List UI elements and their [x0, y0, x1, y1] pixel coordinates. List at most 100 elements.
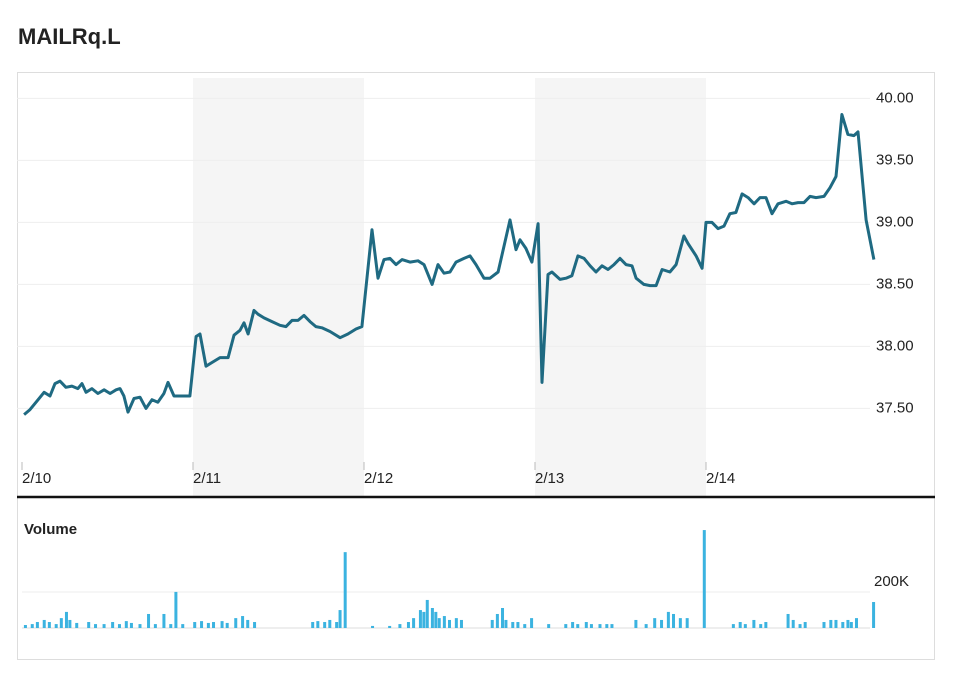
volume-bar — [530, 618, 534, 628]
volume-bar — [547, 624, 551, 628]
volume-bar — [200, 621, 204, 628]
volume-bar — [803, 622, 807, 628]
volume-bar — [234, 618, 238, 628]
volume-bar — [418, 610, 422, 628]
volume-bar — [59, 618, 63, 628]
volume-bar — [30, 624, 34, 628]
y-tick-label: 37.50 — [876, 399, 914, 416]
volume-bar — [504, 619, 508, 628]
volume-bar — [764, 622, 768, 628]
volume-bar — [841, 622, 845, 628]
volume-bar — [731, 624, 735, 628]
volume-bar — [610, 624, 614, 628]
volume-bar — [605, 624, 609, 628]
volume-bar — [846, 619, 850, 628]
volume-bar — [425, 599, 429, 628]
volume-bar — [54, 624, 58, 628]
volume-bar — [872, 602, 876, 628]
volume-bar — [111, 622, 115, 628]
volume-bar — [371, 625, 375, 628]
volume-bar — [564, 624, 568, 628]
y-tick-label: 39.00 — [876, 213, 914, 230]
volume-bar — [35, 622, 39, 628]
y-tick-label: 40.00 — [876, 89, 914, 106]
chart-frame — [17, 72, 935, 660]
volume-bar — [64, 611, 68, 628]
x-tick-label: 2/14 — [706, 470, 735, 487]
volume-bar — [117, 624, 121, 628]
volume-bar — [598, 624, 602, 628]
volume-bar — [174, 591, 178, 628]
day-shade — [535, 78, 706, 497]
y-tick-label: 200K — [874, 573, 909, 590]
volume-bar — [87, 622, 91, 628]
volume-bar — [124, 621, 128, 628]
volume-bar — [501, 608, 505, 628]
volume-bar — [246, 619, 250, 628]
volume-bar — [752, 619, 756, 628]
volume-bar — [685, 618, 689, 628]
x-tick-label: 2/11 — [193, 470, 221, 487]
x-tick-label: 2/13 — [535, 470, 564, 487]
volume-bar — [388, 625, 392, 628]
volume-bar — [212, 622, 216, 628]
volume-bar — [666, 611, 670, 628]
y-tick-label: 38.00 — [876, 337, 914, 354]
volume-bar — [181, 624, 185, 628]
volume-bar — [253, 622, 257, 628]
volume-bar — [459, 619, 463, 628]
volume-bar — [42, 619, 46, 628]
volume-bar — [738, 622, 742, 628]
volume-bar — [147, 613, 151, 628]
price-line — [23, 113, 876, 416]
volume-bar — [398, 624, 402, 628]
volume-bar — [102, 624, 106, 628]
volume-bar — [495, 613, 499, 628]
volume-bar — [430, 608, 434, 628]
volume-bar — [406, 622, 410, 628]
volume-bar — [75, 622, 79, 628]
volume-bar — [47, 622, 51, 628]
volume-bar — [672, 613, 676, 628]
volume-bar — [644, 624, 648, 628]
volume-bar — [338, 610, 342, 628]
volume-bar — [702, 530, 706, 628]
volume-bar — [23, 625, 27, 628]
y-tick-label: 39.50 — [876, 151, 914, 168]
volume-bar — [193, 622, 197, 628]
volume-bar — [454, 618, 458, 628]
volume-bar — [822, 622, 826, 628]
volume-bar — [335, 622, 339, 628]
volume-title: Volume — [24, 521, 77, 538]
y-tick-label: 38.50 — [876, 275, 914, 292]
volume-bar — [437, 618, 441, 628]
x-tick-label: 2/12 — [364, 470, 393, 487]
volume-bar — [511, 622, 515, 628]
volume-bar — [129, 622, 133, 628]
volume-bar — [448, 619, 451, 628]
volume-bar — [523, 624, 527, 628]
volume-bar — [791, 619, 795, 628]
volume-bar — [653, 618, 657, 628]
volume-bar — [311, 622, 315, 628]
volume-bar — [589, 624, 593, 628]
chart-title: MAILRq.L — [18, 24, 121, 49]
volume-bar — [584, 622, 588, 628]
volume-bar — [634, 619, 638, 628]
volume-bar — [412, 618, 416, 628]
volume-bar — [786, 613, 790, 628]
volume-bar — [225, 622, 229, 628]
volume-bar — [516, 622, 520, 628]
volume-bar — [422, 611, 426, 628]
volume-bar — [206, 622, 210, 628]
volume-bar — [68, 619, 72, 628]
volume-bar — [316, 621, 320, 628]
volume-bar — [138, 624, 142, 628]
volume-bar — [849, 622, 853, 628]
volume-bar — [94, 624, 98, 628]
volume-bar — [571, 622, 575, 628]
x-tick-label: 2/10 — [22, 470, 51, 487]
volume-bar — [854, 618, 858, 628]
volume-bar — [153, 624, 157, 628]
